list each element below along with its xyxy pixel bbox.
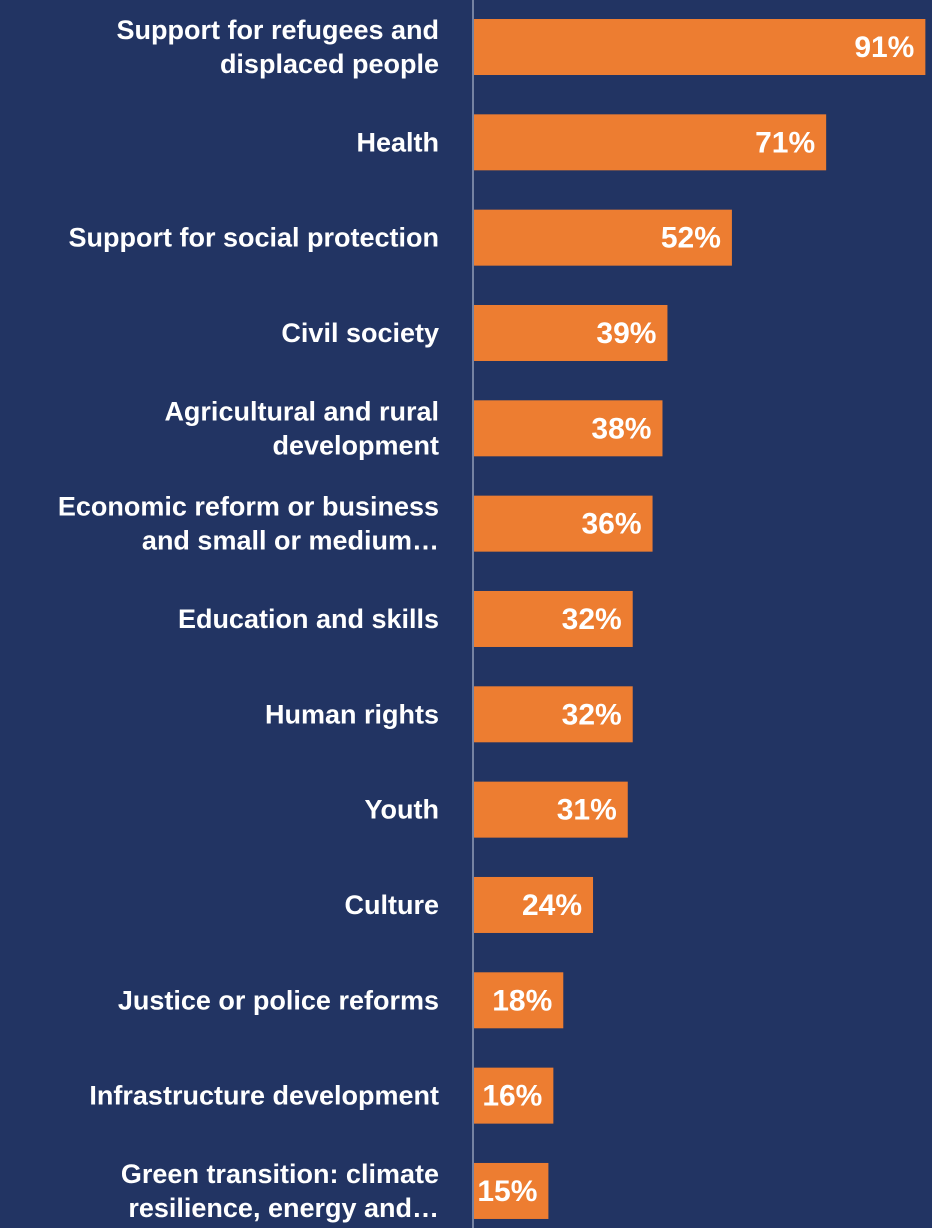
- labels-layer: 91% Support for refugees and displaced peo…: [58, 15, 914, 1223]
- bar: [474, 781, 628, 838]
- data-label: 38%: [591, 412, 651, 445]
- category-label: Culture: [345, 890, 440, 920]
- data-label: 16%: [482, 1080, 542, 1113]
- bar: [474, 495, 653, 552]
- bar: [474, 876, 594, 933]
- bars-layer: [474, 19, 926, 1219]
- category-label: Agricultural and rural development: [164, 396, 439, 460]
- bar: [474, 19, 926, 75]
- category-label: Support for refugees and displaced people: [116, 15, 439, 79]
- bar: [474, 1067, 554, 1124]
- bar: [474, 590, 633, 647]
- data-label: 18%: [492, 984, 552, 1017]
- category-label: Justice or police reforms: [118, 985, 439, 1015]
- data-label: 39%: [596, 317, 656, 350]
- category-label: Health: [356, 127, 439, 157]
- data-label: 32%: [562, 698, 622, 731]
- category-label: Green transition: climate resilience, ene…: [121, 1159, 439, 1223]
- category-label: Infrastructure development: [89, 1081, 439, 1111]
- bar: [474, 400, 663, 457]
- category-label: Civil society: [281, 318, 439, 348]
- data-label: 91%: [854, 31, 914, 64]
- data-label: 71%: [755, 126, 815, 159]
- data-label: 32%: [562, 603, 622, 636]
- category-label: Education and skills: [178, 604, 439, 634]
- bar: [474, 209, 732, 266]
- category-label: Support for social protection: [68, 223, 439, 253]
- category-label: Youth: [365, 795, 439, 825]
- category-label: Economic reform or business and small or …: [58, 492, 439, 556]
- data-label: 31%: [557, 794, 617, 827]
- bar: [474, 114, 827, 171]
- data-label: 36%: [582, 508, 642, 541]
- data-label: 15%: [477, 1175, 537, 1208]
- data-label: 24%: [522, 889, 582, 922]
- bar: [474, 304, 668, 361]
- data-label: 52%: [661, 222, 721, 255]
- bar: [474, 686, 633, 743]
- bar: [474, 972, 564, 1029]
- category-label: Human rights: [265, 699, 439, 729]
- bar: [474, 1162, 549, 1219]
